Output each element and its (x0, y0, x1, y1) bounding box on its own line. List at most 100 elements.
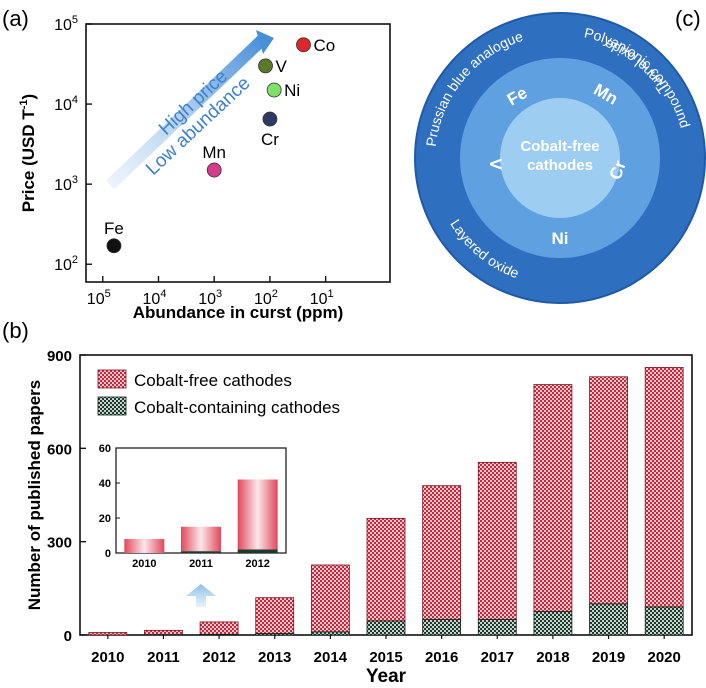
x-tick-label-b: 2013 (258, 649, 291, 666)
point-label-v: V (276, 57, 288, 76)
y-tick-label-b: 300 (47, 535, 72, 552)
inset-y-tick-label: 40 (99, 478, 111, 490)
trend-arrow (105, 35, 267, 190)
bar-cobalt-free-2010 (88, 632, 128, 636)
inset-y-ticks: 0 20 40 60 (99, 443, 120, 560)
bar-cobalt-free-2016 (422, 485, 462, 620)
element-ni: Ni (552, 229, 569, 248)
point-ni (266, 82, 282, 98)
bar-cobalt-free-2014 (310, 564, 350, 633)
panel-label-c: (c) (675, 6, 701, 31)
bar-cobalt-containing-2012 (199, 633, 239, 636)
x-tick-label-a: 104 (143, 288, 167, 308)
zoom-up-arrow-icon (186, 584, 216, 607)
center-label-line1: Cobalt-free (520, 138, 599, 155)
y-tick-label-b: 900 (47, 348, 72, 365)
cathode-classification-diagram: Cobalt-free cathodes Fe Mn Cr Ni V Pruss… (414, 12, 706, 304)
y-axis-label-a: Price (USD T-1) (18, 94, 38, 212)
bar-cobalt-free-2013 (255, 597, 295, 634)
x-tick-label-b: 2020 (647, 649, 680, 666)
point-co (296, 37, 311, 53)
x-tick-label-b: 2018 (536, 649, 569, 666)
x-tick-label-b: 2014 (314, 649, 348, 666)
bar-cobalt-containing-2016 (422, 619, 462, 636)
x-tick-label-b: 2017 (481, 649, 514, 666)
bars-b (88, 367, 684, 636)
element-v: V (486, 158, 505, 170)
bar-cobalt-free-2019 (589, 376, 628, 605)
x-tick-label-a: 102 (254, 288, 278, 308)
inset-bar-cobalt-containing-2012 (237, 549, 278, 553)
inset-bar-cobalt-free-2010 (124, 539, 165, 553)
bar-cobalt-containing-2014 (310, 631, 350, 636)
bar-cobalt-containing-2018 (533, 611, 573, 636)
y-axis-label-b: Number of published papers (25, 380, 44, 610)
point-fe (106, 238, 122, 254)
x-tick-label-b: 2019 (592, 649, 625, 666)
axis-ticks-a: 105 104 103 102 101 102 103 104 105 (54, 14, 334, 308)
point-label-co: Co (313, 36, 335, 55)
inset-bar-cobalt-free-2011 (181, 526, 221, 552)
x-ticks-b: 2010 2011 2012 2013 2014 2015 2016 2017 2018 2019… (91, 635, 681, 666)
inset-x-tick-label: 2011 (189, 558, 213, 570)
inset-y-tick-label: 60 (99, 443, 111, 455)
x-axis-label-b: Year (366, 666, 407, 687)
x-tick-label-a: 103 (198, 288, 222, 308)
inset-bar-cobalt-free-2012 (237, 479, 278, 550)
x-tick-label-b: 2015 (369, 649, 402, 666)
panel-label-a: (a) (2, 6, 29, 31)
legend-swatch-cobalt-free (97, 369, 127, 389)
trend-arrow-head (256, 30, 274, 54)
legend-label-cobalt-free: Cobalt-free cathodes (134, 371, 292, 390)
inset-x-tick-label: 2012 (245, 558, 269, 570)
bar-cobalt-free-2012 (199, 621, 239, 635)
point-label-mn: Mn (202, 143, 226, 162)
point-mn (206, 162, 222, 178)
bar-cobalt-free-2011 (144, 629, 183, 636)
y-tick-label-b: 0 (64, 628, 72, 645)
y-tick-label-a: 104 (54, 94, 78, 114)
inset-x-ticks: 2010 2011 2012 (132, 558, 270, 570)
bar-cobalt-containing-2017 (477, 619, 517, 636)
y-tick-label-a: 105 (54, 14, 78, 34)
y-tick-label-a: 103 (54, 174, 78, 194)
inset-bars (124, 479, 278, 553)
y-tick-label-a: 102 (54, 254, 78, 274)
center-label-line2: cathodes (527, 157, 593, 174)
point-label-ni: Ni (284, 81, 300, 100)
x-tick-label-b: 2010 (91, 649, 124, 666)
scatter-points: Fe Mn Cr Ni V Co (104, 36, 335, 254)
point-v (258, 58, 273, 74)
bar-cobalt-containing-2019 (589, 603, 628, 636)
point-label-fe: Fe (104, 219, 124, 238)
point-label-cr: Cr (261, 130, 279, 149)
bar-cobalt-free-2018 (533, 384, 573, 613)
x-tick-label-b: 2016 (425, 649, 458, 666)
inset-y-tick-label: 0 (105, 548, 111, 560)
bar-cobalt-free-2017 (477, 461, 517, 620)
x-tick-label-b: 2011 (147, 649, 180, 666)
x-tick-label-a: 101 (310, 288, 334, 308)
plot-frame-a (85, 23, 391, 283)
inset-y-tick-label: 20 (99, 513, 111, 525)
inset-x-tick-label: 2010 (132, 558, 156, 570)
bar-cobalt-containing-2020 (644, 606, 684, 636)
bar-cobalt-free-2015 (366, 517, 406, 622)
y-tick-label-b: 600 (47, 441, 72, 458)
panel-label-b: (b) (2, 318, 29, 343)
y-ticks-b: 0 300 600 900 (47, 348, 86, 645)
point-cr (262, 111, 278, 127)
legend-swatch-cobalt-containing (97, 396, 127, 416)
bar-cobalt-containing-2015 (366, 620, 406, 636)
bar-cobalt-free-2020 (644, 367, 684, 608)
x-tick-label-b: 2012 (202, 649, 235, 666)
x-tick-label-a: 105 (87, 288, 111, 308)
x-axis-label-a: Abundance in curst (ppm) (133, 303, 344, 322)
inset-chart: 0 20 40 60 2010 2011 2012 (99, 443, 287, 570)
inset-bar-cobalt-containing-2011 (181, 551, 221, 553)
bar-cobalt-containing-2013 (255, 633, 295, 636)
legend-b: Cobalt-free cathodes Cobalt-containing c… (97, 369, 340, 417)
